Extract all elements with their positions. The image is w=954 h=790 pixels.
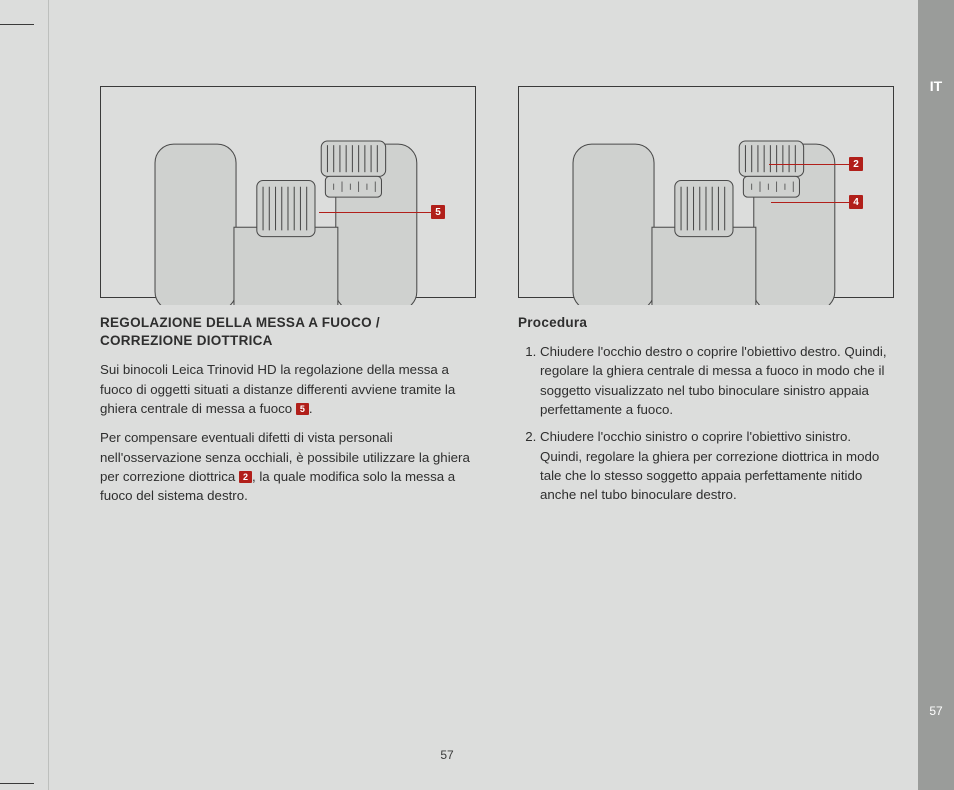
section-heading: Procedura bbox=[518, 314, 894, 332]
inline-reference-badge: 5 bbox=[296, 403, 309, 415]
text-run: Sui binocoli Leica Trinovid HD la regola… bbox=[100, 362, 455, 416]
binoculars-illustration bbox=[519, 87, 893, 305]
text-run: . bbox=[309, 401, 313, 416]
paragraph: Sui binocoli Leica Trinovid HD la regola… bbox=[100, 360, 476, 418]
paragraph: Per compensare eventuali difetti di vist… bbox=[100, 428, 476, 505]
callout-badge: 4 bbox=[849, 195, 863, 209]
callout-label: 5 bbox=[435, 207, 441, 218]
callout-leader bbox=[319, 212, 431, 213]
callout-badge: 2 bbox=[849, 157, 863, 171]
right-column: 2 4 Procedura Chiudere l'occhio destro o… bbox=[518, 86, 894, 760]
language-tab-sidebar: IT 57 bbox=[918, 0, 954, 790]
crop-mark bbox=[0, 783, 34, 784]
figure-focus-ring: 5 bbox=[100, 86, 476, 298]
callout-badge: 5 bbox=[431, 205, 445, 219]
page-edge bbox=[48, 0, 49, 790]
section-heading: REGOLAZIONE DELLA MESSA A FUOCO / CORREZ… bbox=[100, 314, 476, 350]
footer-page-number: 57 bbox=[0, 748, 894, 762]
binoculars-illustration bbox=[101, 87, 475, 305]
callout-leader bbox=[769, 164, 849, 165]
sidebar-page-number: 57 bbox=[918, 704, 954, 718]
inline-reference-badge: 2 bbox=[239, 471, 252, 483]
page-content: 5 REGOLAZIONE DELLA MESSA A FUOCO / CORR… bbox=[100, 86, 894, 760]
left-column: 5 REGOLAZIONE DELLA MESSA A FUOCO / CORR… bbox=[100, 86, 476, 760]
procedure-step: Chiudere l'occhio destro o coprire l'obi… bbox=[540, 342, 894, 419]
language-code: IT bbox=[918, 78, 954, 94]
crop-mark bbox=[0, 24, 34, 25]
callout-leader bbox=[771, 202, 849, 203]
callout-label: 2 bbox=[853, 159, 859, 170]
procedure-list: Chiudere l'occhio destro o coprire l'obi… bbox=[518, 342, 894, 504]
callout-label: 4 bbox=[853, 197, 859, 208]
procedure-step: Chiudere l'occhio sinistro o coprire l'o… bbox=[540, 427, 894, 504]
figure-diopter-ring: 2 4 bbox=[518, 86, 894, 298]
